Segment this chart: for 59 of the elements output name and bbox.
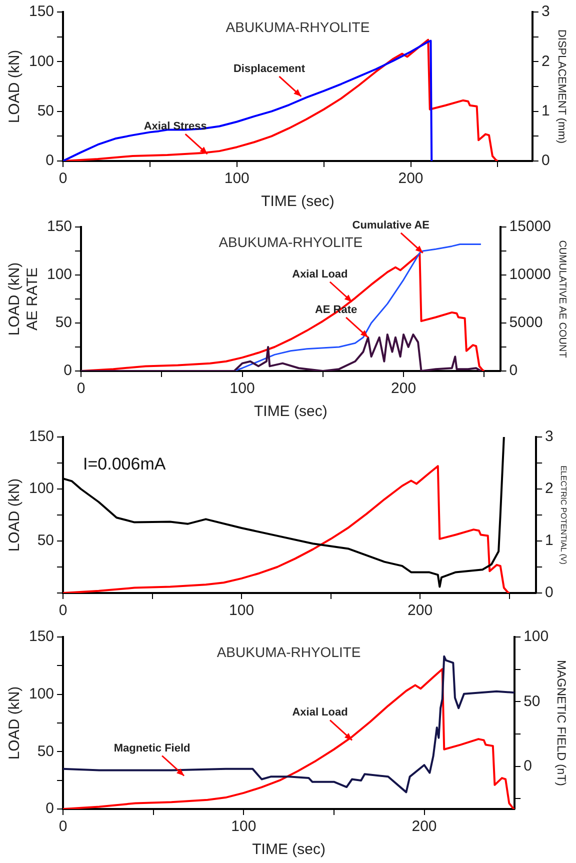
y-tick-label: 150: [28, 3, 54, 20]
y2-tick-label: 10000: [509, 266, 552, 284]
y2-tick-label: 3: [541, 3, 550, 20]
annotation: Cumulative AE: [352, 219, 430, 232]
text: ABUKUMA-RHYOLITE: [226, 18, 370, 35]
y2-axis-title: DISPLACEMENT (mm): [555, 29, 568, 144]
y2-tick-label: 0: [545, 584, 554, 602]
y2-tick-label: 1: [541, 102, 550, 120]
y-axis-title: LOAD (kN) AE RATE: [6, 262, 42, 336]
y-tick-label: 0: [46, 800, 54, 818]
y-tick-label: 50: [55, 314, 72, 332]
y-tick-label: 0: [46, 152, 54, 170]
y2-tick-label: 1: [545, 532, 554, 550]
y-tick-label: 100: [46, 266, 72, 284]
y2-tick-label: 2: [541, 52, 550, 70]
y-tick-label: 100: [28, 685, 54, 702]
y2-tick-label: 15000: [509, 218, 552, 236]
y-tick-label: 150: [28, 628, 54, 646]
text: ABUKUMA-RHYOLITE: [216, 644, 361, 660]
annotation: I=0.006mA: [83, 454, 166, 474]
x-tick-label: 200: [391, 380, 416, 398]
x-tick-label: 200: [408, 602, 433, 620]
y2-tick-label: 100: [524, 628, 549, 646]
y-tick-label: 100: [28, 480, 54, 498]
y-tick-label: 150: [28, 428, 54, 446]
y-tick-label: 150: [46, 218, 72, 236]
x-axis-title: TIME (sec): [254, 403, 328, 420]
y2-axis-title: ELECTRIC POTENTIAL (V): [558, 466, 568, 565]
y-tick-label: 50: [37, 742, 54, 760]
x-tick-label: 100: [224, 170, 250, 188]
y2-tick-label: 0: [524, 757, 532, 774]
y2-axis-title: CUMULATIVE AE COUNT: [556, 240, 568, 358]
annotation: Magnetic Field: [114, 742, 190, 754]
x-tick-label: 200: [412, 818, 437, 836]
y2-tick-label: 0: [541, 152, 550, 170]
text: ABUKUMA-RHYOLITE: [218, 234, 363, 250]
x-axis-title: TIME (sec): [252, 841, 326, 858]
annotation: Displacement: [233, 62, 306, 75]
y2-tick-label: 50: [524, 692, 540, 710]
y2-axis-title: MAGNETIC FIELD (nT): [554, 660, 568, 786]
x-tick-label: 100: [231, 818, 256, 836]
y-tick-label: 100: [28, 52, 54, 70]
y-axis-title: LOAD (kN): [6, 478, 24, 552]
x-tick-label: 200: [398, 170, 424, 188]
annotation: Axial Load: [292, 268, 348, 280]
y2-tick-label: 0: [509, 362, 518, 380]
x-tick-label: 100: [230, 380, 255, 398]
y-tick-label: 50: [37, 532, 54, 550]
y2-tick-label: 5000: [509, 314, 543, 332]
y2-tick-label: 2: [545, 480, 554, 498]
y-axis-title: LOAD (kN): [6, 50, 24, 124]
y-tick-label: 0: [64, 362, 72, 380]
y-tick-label: 50: [37, 102, 54, 120]
x-axis-title: TIME (sec): [261, 193, 334, 210]
y-axis-title: LOAD (kN): [6, 686, 24, 760]
x-tick-label: 0: [76, 380, 86, 398]
annotation: Axial Load: [292, 706, 348, 719]
x-tick-label: 100: [229, 602, 254, 620]
y2-tick-label: 3: [545, 428, 554, 446]
